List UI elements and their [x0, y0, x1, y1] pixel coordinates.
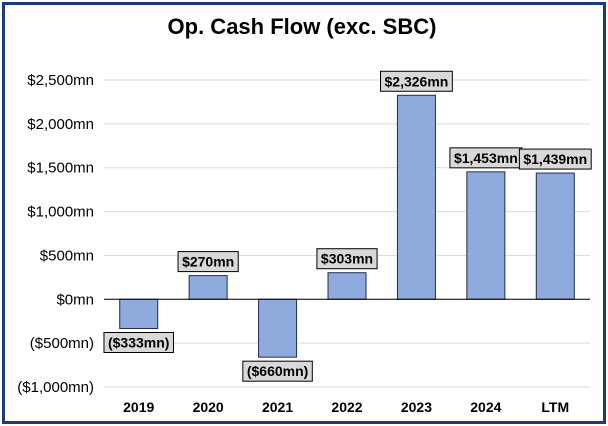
data-label: $303mn: [316, 248, 378, 270]
data-label: ($333mn): [103, 331, 174, 353]
data-label-text: $1,453mn: [454, 150, 518, 166]
bar: [188, 275, 228, 300]
data-label-box: [103, 331, 174, 353]
data-label-box: [518, 148, 592, 170]
data-label-text: ($660mn): [247, 363, 308, 379]
bars: [119, 94, 575, 358]
x-category-label: 2019: [123, 399, 154, 415]
data-label-text: $1,439mn: [523, 151, 587, 167]
x-axis-category-labels: 2019 2020 2021 2022 2023 2024 LTM: [123, 399, 569, 415]
data-label-box: [380, 70, 453, 92]
data-labels: ($333mn) $270mn ($660mn) $303mn $2,326mn $1,4…: [103, 70, 592, 382]
y-tick-label: $2,500mn: [27, 72, 94, 89]
chart-title: Op. Cash Flow (exc. SBC): [167, 14, 437, 39]
x-category-label: 2023: [401, 399, 432, 415]
data-label: ($660mn): [242, 360, 313, 382]
data-label-text: $2,326mn: [385, 73, 449, 89]
data-label: $270mn: [177, 251, 239, 273]
data-label: $2,326mn: [380, 70, 453, 92]
x-category-label: LTM: [541, 399, 569, 415]
bar: [258, 298, 298, 358]
y-tick-label: $0mn: [56, 291, 94, 308]
bar: [466, 171, 506, 300]
data-label-box: [316, 248, 378, 270]
bar: [535, 172, 575, 300]
data-label-text: $270mn: [182, 254, 234, 270]
data-label: $1,453mn: [449, 147, 523, 169]
bar: [119, 298, 159, 329]
bar: [327, 272, 367, 300]
data-label-box: [242, 360, 313, 382]
y-tick-label: ($1,000mn): [17, 379, 94, 396]
y-tick-label: ($500mn): [30, 335, 94, 352]
bar: [396, 94, 436, 300]
y-tick-label: $1,000mn: [27, 204, 94, 221]
x-category-label: 2024: [470, 399, 501, 415]
y-axis-tick-labels: ($1,000mn) ($500mn) $0mn $500mn $1,000mn $1,5…: [17, 72, 94, 396]
x-category-label: 2022: [331, 399, 362, 415]
data-label-text: ($333mn): [108, 334, 169, 350]
y-tick-label: $1,500mn: [27, 160, 94, 177]
data-label-text: $303mn: [321, 251, 373, 267]
x-category-label: 2020: [193, 399, 224, 415]
y-tick-label: $2,000mn: [27, 116, 94, 133]
data-label-box: [177, 251, 239, 273]
gridlines: [104, 79, 590, 388]
data-label: $1,439mn: [518, 148, 592, 170]
x-category-label: 2021: [262, 399, 293, 415]
y-tick-label: $500mn: [40, 247, 94, 264]
